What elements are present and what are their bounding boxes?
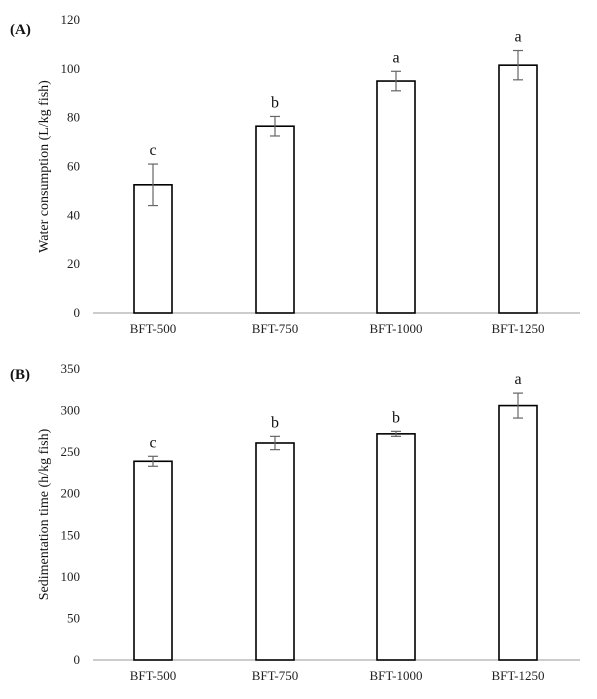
y-tick-label: 150 bbox=[61, 527, 81, 542]
bar-bft-1250 bbox=[498, 64, 538, 314]
y-tick-label: 250 bbox=[61, 444, 81, 459]
bar-bft-500 bbox=[133, 184, 173, 314]
y-tick-label: 100 bbox=[61, 61, 81, 76]
significance-letter: c bbox=[149, 434, 156, 451]
x-tick-label: BFT-750 bbox=[252, 321, 298, 336]
y-tick-label: 60 bbox=[67, 159, 80, 174]
bar-bft-1250 bbox=[498, 404, 538, 661]
significance-letter: b bbox=[392, 409, 400, 426]
x-tick-label: BFT-1250 bbox=[492, 321, 545, 336]
x-tick-label: BFT-1000 bbox=[370, 668, 423, 683]
x-tick-label: BFT-500 bbox=[130, 668, 176, 683]
bar-bft-1000 bbox=[376, 80, 416, 314]
significance-letter: c bbox=[149, 142, 156, 159]
y-tick-label: 350 bbox=[61, 361, 81, 376]
x-tick-label: BFT-500 bbox=[130, 321, 176, 336]
y-tick-label: 0 bbox=[74, 305, 81, 320]
panel-label: (B) bbox=[10, 367, 30, 383]
y-tick-label: 50 bbox=[67, 610, 80, 625]
y-tick-label: 80 bbox=[67, 110, 80, 125]
significance-letter: b bbox=[271, 414, 279, 431]
y-tick-label: 40 bbox=[67, 207, 80, 222]
bar-bft-750 bbox=[255, 442, 295, 661]
x-tick-label: BFT-1000 bbox=[370, 321, 423, 336]
panel-label: (A) bbox=[10, 22, 31, 38]
bar-bft-500 bbox=[133, 460, 173, 661]
y-tick-label: 200 bbox=[61, 486, 81, 501]
bar-bft-1000 bbox=[376, 433, 416, 661]
y-tick-label: 0 bbox=[74, 652, 81, 667]
y-tick-label: 120 bbox=[61, 12, 81, 27]
y-tick-label: 300 bbox=[61, 403, 81, 418]
significance-letter: a bbox=[392, 49, 399, 66]
bar-bft-750 bbox=[255, 125, 295, 314]
y-axis-title: Water consumption (L/kg fish) bbox=[37, 80, 52, 253]
y-tick-label: 100 bbox=[61, 569, 81, 584]
y-axis-title: Sedimentation time (h/kg fish) bbox=[37, 428, 52, 600]
significance-letter: a bbox=[514, 29, 521, 46]
x-tick-label: BFT-750 bbox=[252, 668, 298, 683]
significance-letter: b bbox=[271, 94, 279, 111]
x-tick-label: BFT-1250 bbox=[492, 668, 545, 683]
y-tick-label: 20 bbox=[67, 256, 80, 271]
significance-letter: a bbox=[514, 371, 521, 388]
